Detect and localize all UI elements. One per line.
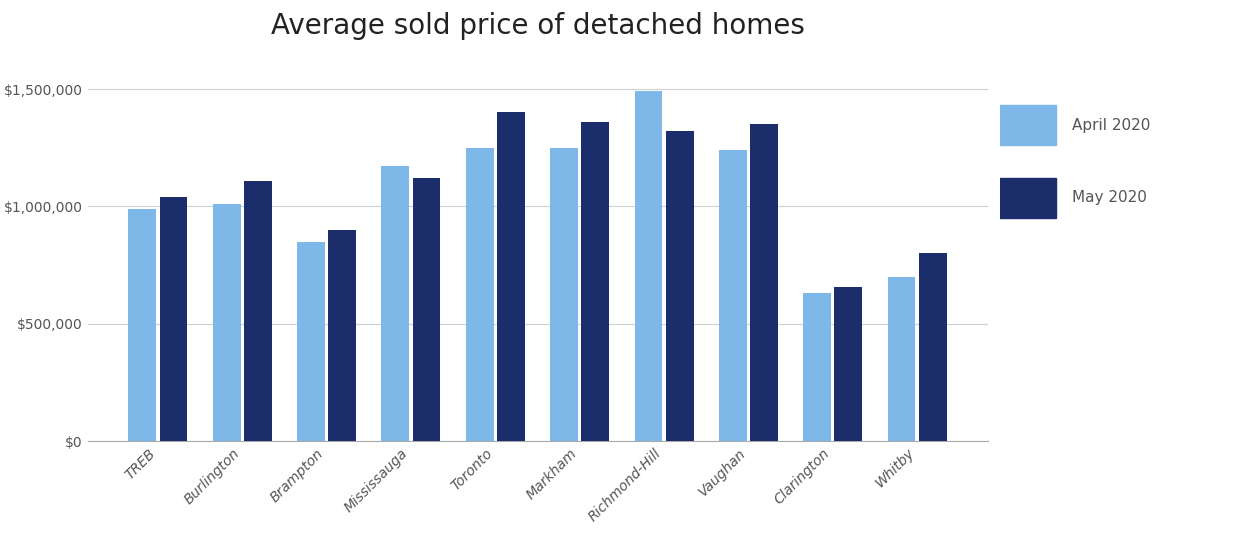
Text: May 2020: May 2020: [1072, 190, 1148, 205]
Bar: [550, 148, 578, 441]
Bar: [581, 122, 609, 441]
Bar: [888, 277, 915, 441]
Bar: [129, 209, 156, 441]
Bar: [750, 124, 778, 441]
Bar: [666, 131, 694, 441]
Bar: [160, 197, 188, 441]
FancyBboxPatch shape: [1000, 105, 1056, 145]
Bar: [835, 287, 862, 441]
Bar: [919, 253, 946, 441]
Text: April 2020: April 2020: [1072, 118, 1150, 132]
Bar: [466, 148, 494, 441]
Text: roomvu: roomvu: [980, 472, 1182, 518]
Bar: [329, 230, 356, 441]
Bar: [244, 181, 271, 441]
Bar: [213, 204, 240, 441]
Bar: [298, 242, 325, 441]
Bar: [498, 112, 525, 441]
Title: Average sold price of detached homes: Average sold price of detached homes: [270, 12, 805, 40]
Bar: [635, 91, 662, 441]
Bar: [719, 150, 746, 441]
Bar: [381, 166, 409, 441]
Bar: [412, 178, 440, 441]
Bar: [804, 293, 831, 441]
FancyBboxPatch shape: [1000, 178, 1056, 218]
